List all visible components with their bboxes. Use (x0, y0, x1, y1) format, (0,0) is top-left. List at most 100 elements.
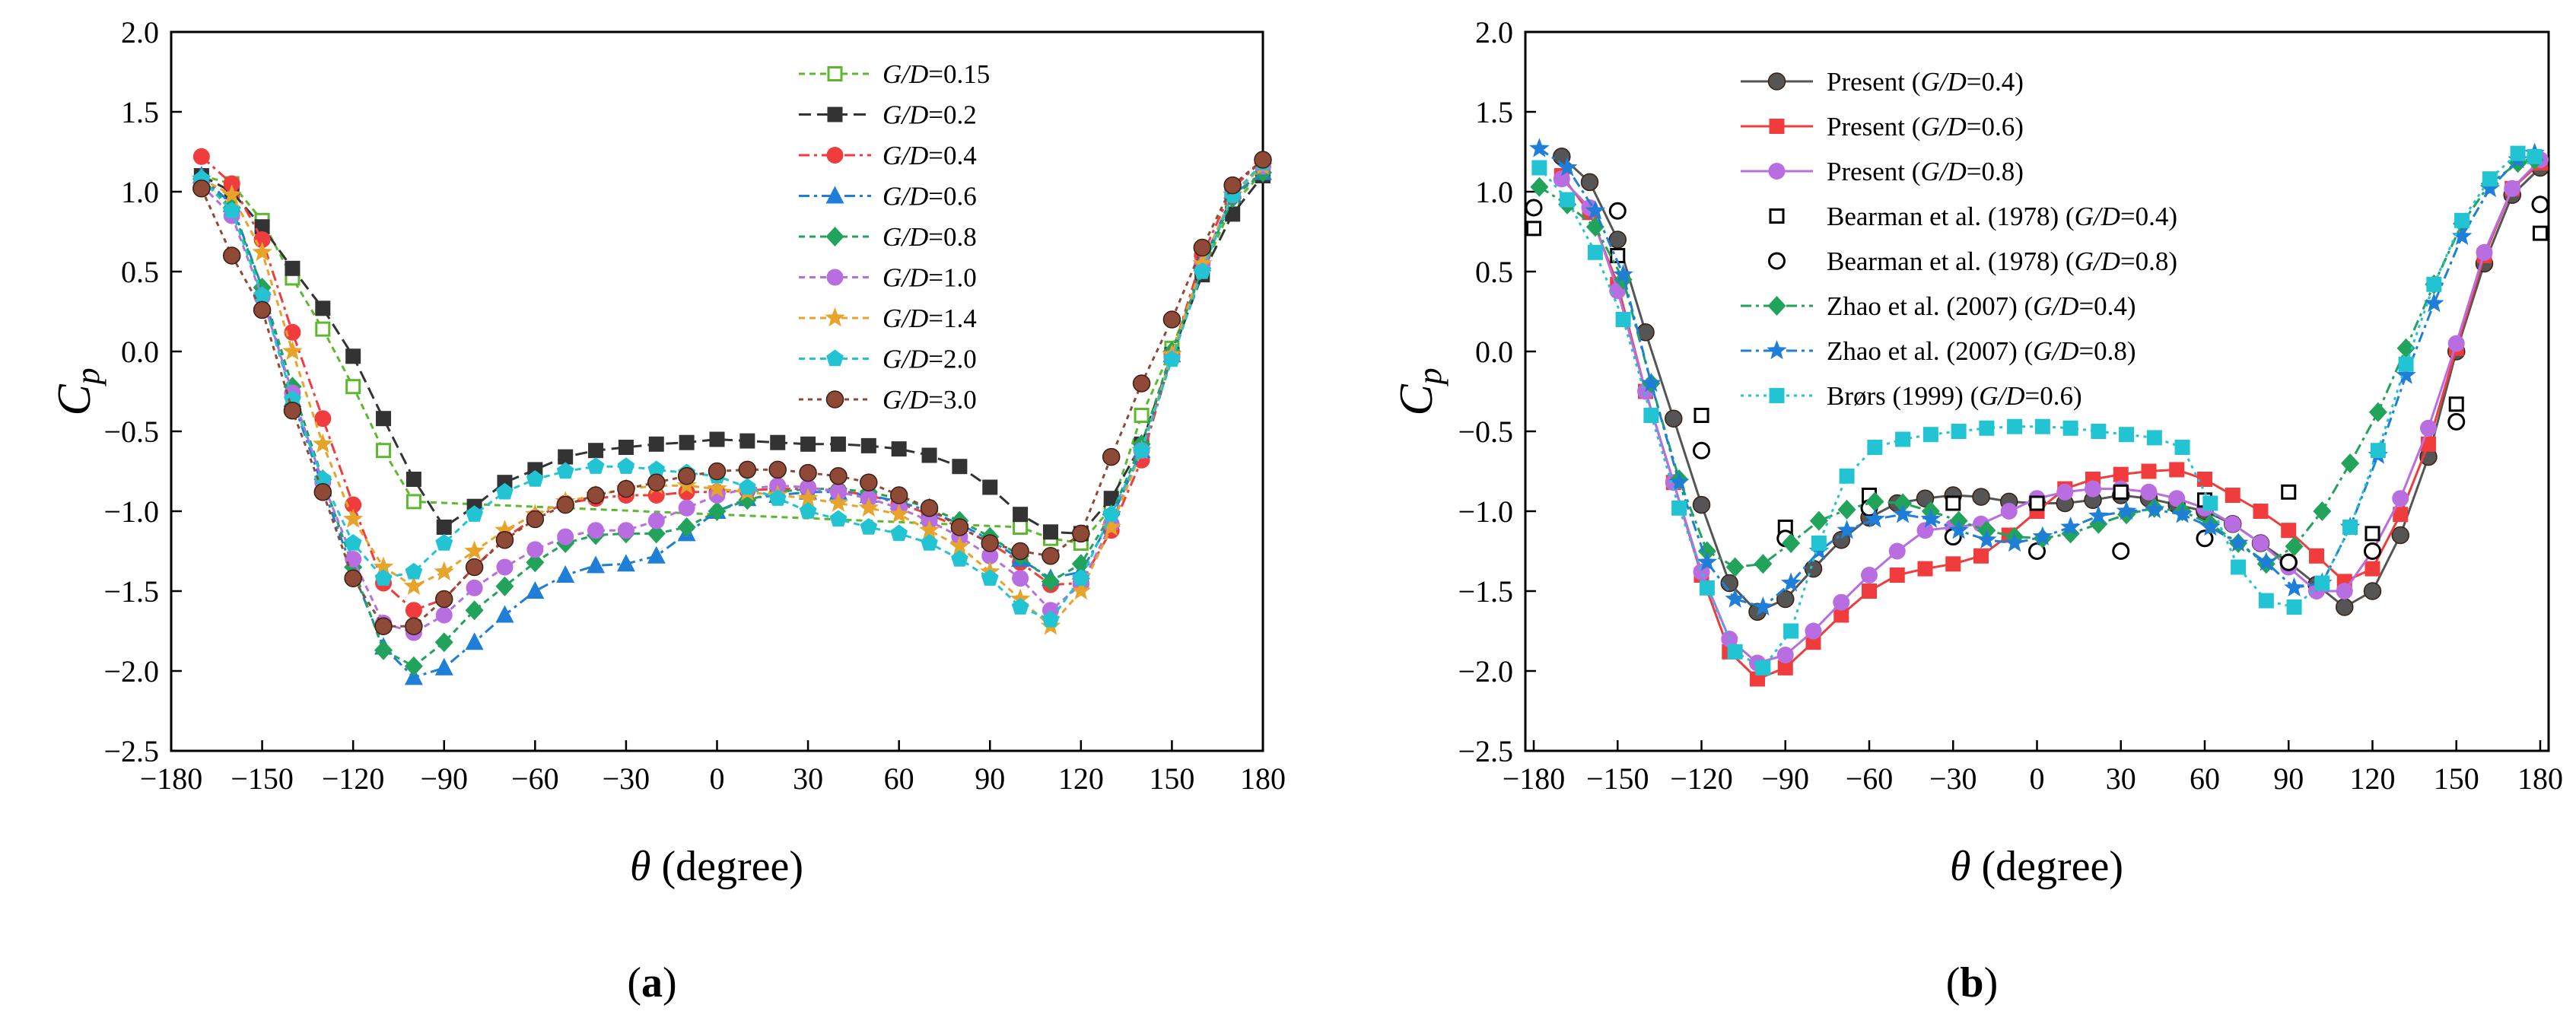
data-point (889, 504, 909, 523)
data-point (2202, 495, 2218, 511)
data-point (981, 569, 999, 586)
legend-marker (1767, 340, 1787, 360)
data-point (2308, 548, 2324, 564)
data-point (1920, 508, 1942, 528)
data-point (1134, 408, 1150, 423)
data-point (1699, 580, 1715, 596)
data-point (435, 590, 453, 609)
legend-label: G/D=3.0 (883, 385, 977, 415)
y-tick-label: −2.0 (103, 654, 159, 688)
legend-a: G/D=0.15 G/D=0.2 G/D=0.4 G/D=0.6 G/D=0.8 G/D=… (799, 59, 990, 415)
data-point (1530, 176, 1549, 197)
data-point (2482, 171, 2498, 187)
x-tick-label: 0 (2030, 762, 2045, 796)
data-point (496, 482, 514, 500)
series-g-d-0-8 (192, 162, 1272, 676)
data-point (1979, 420, 1995, 436)
legend-marker (826, 147, 844, 164)
legend-entry: G/D=0.8 (799, 222, 977, 252)
data-point (1585, 200, 1606, 220)
series-g-d-2-0 (192, 154, 1272, 628)
series-group-b (1525, 138, 2549, 687)
data-point (1865, 508, 1885, 528)
data-point (1011, 542, 1029, 561)
data-point (2531, 196, 2549, 214)
data-point (1753, 596, 1773, 616)
data-point (2200, 517, 2221, 536)
y-tick-label: 1.0 (121, 175, 159, 209)
data-point (1888, 542, 1906, 560)
data-point (648, 436, 664, 452)
data-point (405, 602, 422, 619)
data-point (222, 246, 241, 265)
data-point (1725, 588, 1745, 608)
legend-label: Zhao et al. (2007) (G/D=0.8) (1827, 336, 2136, 366)
data-point (465, 600, 484, 621)
x-tick-label: 30 (2106, 762, 2136, 796)
legend-marker (1767, 296, 1786, 316)
data-point (313, 483, 332, 501)
data-point (1070, 580, 1092, 600)
data-point (1193, 238, 1212, 257)
data-point (1608, 202, 1627, 220)
data-point (952, 459, 968, 475)
legend-entry: Brørs (1999) (G/D=0.6) (1741, 381, 2082, 411)
data-point (677, 517, 696, 537)
data-point (223, 202, 241, 218)
data-point (405, 494, 421, 510)
legend-label: G/D=0.15 (883, 59, 990, 89)
data-point (495, 531, 514, 549)
data-point (2196, 529, 2214, 548)
y-tick-label: −2.5 (103, 734, 159, 768)
data-point (647, 523, 666, 544)
legend-label: G/D=0.2 (883, 100, 977, 130)
data-point (1839, 468, 1855, 484)
data-point (558, 449, 574, 465)
legend-entry: G/D=3.0 (799, 385, 977, 415)
legend-label: Bearman et al. (1978) (G/D=0.8) (1827, 246, 2177, 276)
x-tick-label: 150 (1149, 762, 1194, 796)
legend-label: G/D=1.4 (883, 304, 977, 333)
data-point (2342, 520, 2358, 535)
legend-entry: G/D=1.4 (799, 304, 977, 333)
data-point (2060, 517, 2081, 536)
data-point (2252, 535, 2269, 552)
data-point (2285, 536, 2304, 557)
data-point (2091, 424, 2107, 439)
data-point (2146, 430, 2162, 446)
data-point (2112, 542, 2130, 560)
x-tick-label: −150 (231, 762, 294, 796)
data-point (1697, 552, 1718, 571)
x-tick-label: −90 (1761, 762, 1809, 796)
x-tick-label: 90 (2273, 762, 2304, 796)
x-tick-label: −150 (1586, 762, 1649, 796)
data-point (344, 569, 362, 587)
x-tick-label: −180 (1503, 762, 1566, 796)
data-point (404, 656, 423, 676)
x-tick-label: −30 (603, 762, 650, 796)
x-tick-label: 120 (1058, 762, 1104, 796)
legend-label: Present (G/D=0.6) (1827, 112, 2024, 141)
data-point (556, 495, 574, 514)
legend-entry: Present (G/D=0.4) (1741, 67, 2024, 97)
legend-entry: Bearman et al. (1978) (G/D=0.4) (1769, 202, 2177, 231)
data-point (2368, 402, 2387, 422)
data-point (1101, 517, 1121, 536)
data-point (2365, 561, 2380, 577)
data-point (374, 640, 393, 660)
data-point (221, 184, 242, 204)
x-tick-label: 120 (2349, 762, 2395, 796)
legend-label: G/D=0.8 (883, 222, 977, 252)
data-point (647, 460, 666, 478)
data-point (2476, 243, 2493, 261)
data-point (617, 522, 634, 539)
y-tick-label: −0.5 (1458, 415, 1513, 449)
data-point (2451, 225, 2473, 246)
data-point (1811, 536, 1827, 551)
y-tick-label: −1.0 (1458, 494, 1513, 529)
data-point (2225, 488, 2240, 503)
data-point (678, 499, 695, 517)
data-point (405, 617, 423, 635)
data-point (2253, 504, 2269, 519)
data-point (2032, 526, 2053, 545)
